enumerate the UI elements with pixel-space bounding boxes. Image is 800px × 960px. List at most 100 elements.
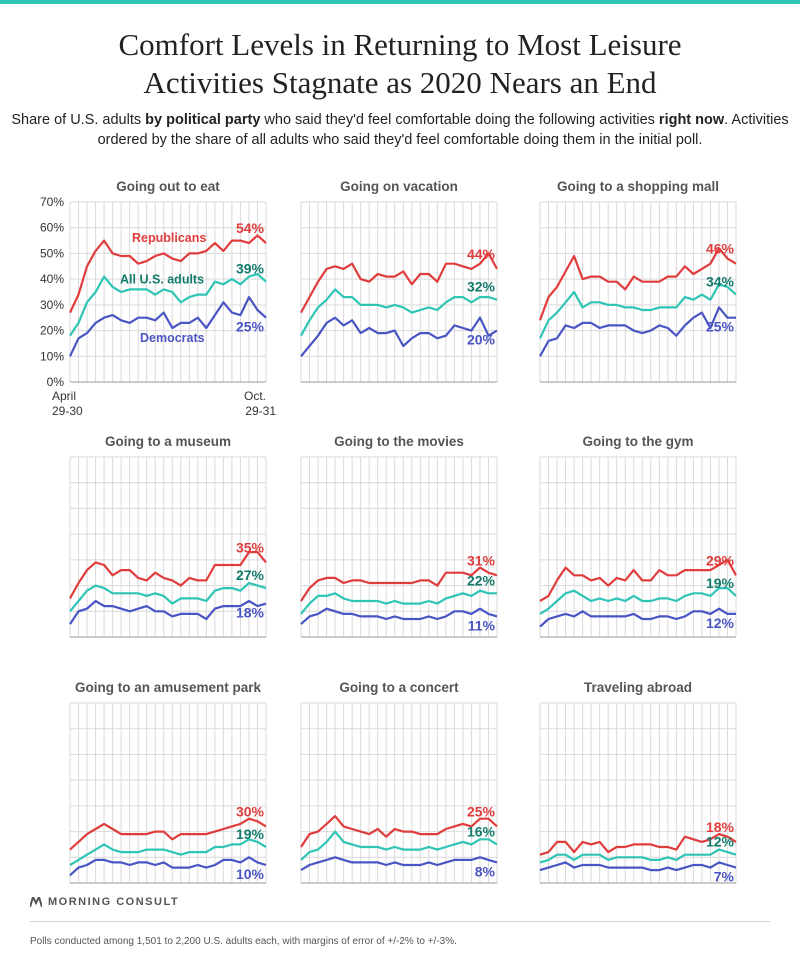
brand-logo: MORNING CONSULT (30, 896, 179, 908)
series-name-democrats: Democrats (140, 331, 205, 345)
chart-panel: Traveling abroad 18%12% 7% (539, 680, 737, 885)
top-accent-bar (0, 0, 800, 4)
end-value-label-democrats: 10% (236, 866, 265, 882)
x-end-label-line-1: Oct. (244, 389, 266, 403)
series-name-republicans: Republicans (132, 231, 206, 245)
series-line-republicans (538, 247, 737, 321)
end-value-label-democrats: 8% (475, 863, 496, 879)
end-value-label-republicans: 35% (236, 539, 265, 555)
series-line-all (300, 288, 498, 337)
y-tick-label: 50% (40, 246, 64, 260)
chart-panel: Going on vacation 44% 32% 20% (300, 179, 498, 383)
subtitle-bold-2: right now (658, 112, 725, 128)
end-value-label-all: 27% (236, 567, 265, 583)
end-value-label-republicans: 25% (467, 803, 496, 819)
series-line-democrats (300, 607, 498, 625)
series-line-republicans (300, 814, 498, 848)
end-value-label-all: 39% (236, 261, 265, 277)
subtitle-part-2: who said they'd feel comfortable doing t… (260, 112, 659, 128)
subtitle: Share of U.S. adults by political party … (10, 110, 790, 150)
series-line-republicans (300, 252, 498, 314)
end-value-label-democrats: 25% (236, 319, 265, 335)
end-value-label-all: 34% (706, 274, 735, 290)
series-line-all (300, 830, 498, 861)
end-value-label-all: 12% (706, 834, 735, 850)
x-start-label-line-1: April (52, 389, 76, 403)
end-value-label-all: 16% (467, 823, 496, 839)
x-start-label-line-2: 29-30 (52, 404, 83, 418)
series-line-all (69, 581, 267, 613)
end-value-label-republicans: 30% (236, 803, 265, 819)
y-tick-label: 40% (40, 272, 64, 286)
end-value-label-democrats: 20% (467, 332, 496, 348)
series-line-all (69, 838, 267, 866)
series-line-democrats (69, 296, 267, 357)
series-line-democrats (539, 861, 737, 872)
end-value-label-republicans: 31% (467, 552, 496, 568)
series-line-republicans (300, 566, 498, 602)
end-value-label-democrats: 11% (468, 617, 496, 633)
chart-title: Going to the gym (583, 434, 694, 449)
chart-panel: Going out to eat 54% 39% 25% 70% 60% 50% 40% 30%… (40, 179, 276, 418)
series-line-democrats (300, 316, 498, 358)
end-value-label-democrats: 25% (706, 319, 735, 335)
end-value-label-democrats: 18% (236, 605, 265, 621)
title-line-1: Comfort Levels in Returning to Most Leis… (118, 27, 682, 62)
series-name-all-adults: All U.S. adults (120, 273, 204, 287)
series-line-all (69, 272, 267, 337)
chart-title: Going to a concert (339, 680, 459, 695)
end-value-label-all: 19% (236, 826, 265, 842)
y-tick-label: 60% (40, 221, 64, 235)
series-line-republicans (69, 550, 267, 599)
end-value-label-republicans: 18% (706, 819, 735, 835)
chart-panel: Going to the movies 31% 22% 11% (300, 434, 498, 638)
series-line-republicans (69, 234, 267, 314)
series-line-democrats (69, 856, 267, 877)
series-line-democrats (69, 599, 267, 625)
y-tick-label: 20% (40, 324, 64, 338)
series-line-democrats (539, 607, 736, 628)
chart-panel: Going to a museum 35% 27% 18% (69, 434, 267, 638)
chart-panel: Going to an amusement park 30% 19% 10% (69, 680, 267, 884)
series-line-all (539, 283, 737, 339)
series-line-democrats (539, 306, 736, 357)
end-value-label-democrats: 7% (714, 869, 735, 885)
footnote: Polls conducted among 1,501 to 2,200 U.S… (30, 936, 457, 947)
series-line-republicans (539, 558, 737, 602)
chart-panel: Going to a concert 25% 16% 8% (300, 680, 498, 884)
series-line-all (300, 589, 497, 615)
chart-title: Going out to eat (116, 179, 220, 194)
chart-title: Going to a museum (105, 434, 231, 449)
subtitle-bold-1: by political party (145, 112, 261, 128)
series-line-all (539, 848, 737, 864)
footer-divider (30, 921, 770, 922)
logo-text: MORNING CONSULT (48, 896, 180, 908)
end-value-label-democrats: 12% (706, 615, 735, 631)
chart-panel: Going to the gym 29% 19% 12% (539, 434, 737, 638)
end-value-label-all: 19% (706, 575, 735, 591)
end-value-label-republicans: 46% (706, 241, 735, 257)
subtitle-part-3: . Activities ordered by the share of all… (97, 112, 789, 148)
x-end-label-line-2: 29-31 (245, 404, 276, 418)
y-tick-label: 70% (40, 195, 64, 209)
series-line-democrats (300, 856, 498, 872)
end-value-label-all: 32% (467, 279, 496, 295)
y-tick-label: 30% (40, 298, 64, 312)
morning-consult-logo-icon (30, 897, 42, 907)
end-value-label-republicans: 44% (467, 246, 496, 262)
series-line-all (539, 586, 737, 615)
chart-title: Traveling abroad (584, 680, 692, 695)
y-tick-label: 10% (40, 349, 64, 363)
y-tick-label: 0% (47, 375, 65, 389)
series-line-republicans (539, 832, 737, 856)
chart-title: Going to an amusement park (75, 680, 262, 695)
end-value-label-republicans: 54% (236, 220, 265, 236)
page-title: Comfort Levels in Returning to Most Leis… (0, 26, 800, 102)
chart-title: Going to the movies (334, 434, 464, 449)
chart-panel: Going to a shopping mall 46% 34% 25% (538, 179, 737, 383)
end-value-label-republicans: 29% (706, 552, 735, 568)
title-line-2: Activities Stagnate as 2020 Nears an End (143, 65, 657, 100)
chart-title: Going to a shopping mall (557, 179, 719, 194)
end-value-label-all: 22% (467, 572, 496, 588)
